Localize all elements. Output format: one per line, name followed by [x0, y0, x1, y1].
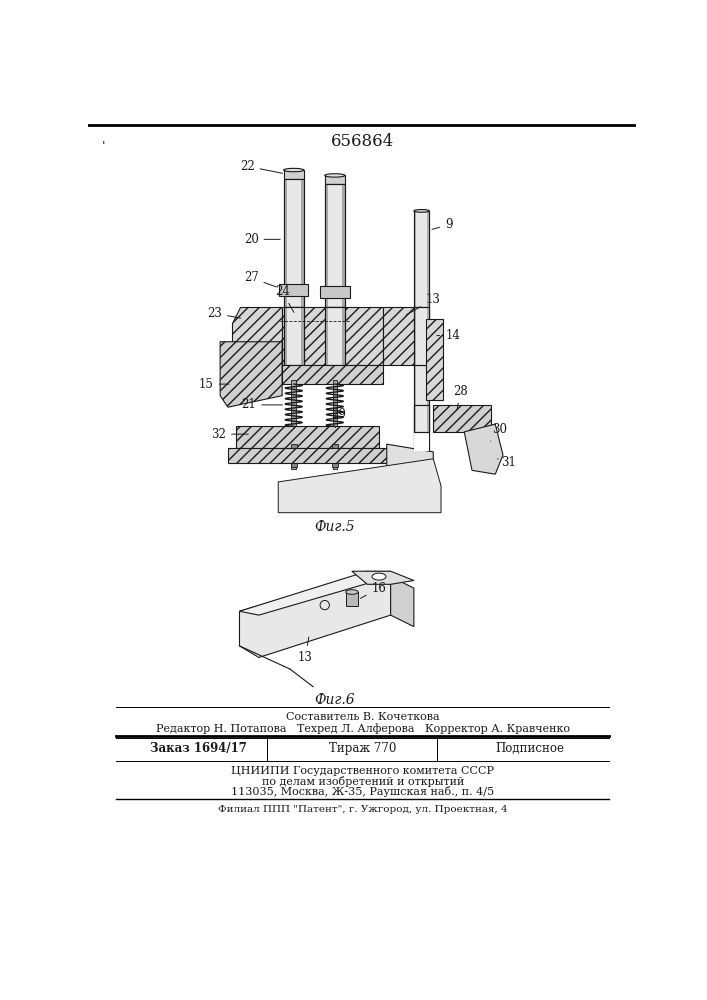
- Bar: [282, 365, 383, 384]
- Polygon shape: [232, 307, 282, 365]
- Bar: [320, 286, 349, 298]
- Bar: [284, 307, 304, 365]
- Polygon shape: [464, 424, 503, 474]
- Bar: [414, 211, 416, 497]
- Circle shape: [482, 442, 485, 445]
- Text: Редактор Н. Потапова   Техред Л. Алферова   Корректор А. Кравченко: Редактор Н. Потапова Техред Л. Алферова …: [156, 723, 570, 734]
- Bar: [414, 307, 416, 365]
- Bar: [414, 307, 429, 365]
- Bar: [414, 405, 416, 432]
- Text: 14: 14: [437, 329, 460, 342]
- Bar: [284, 307, 304, 365]
- Polygon shape: [391, 577, 414, 627]
- Text: по делам изобретений и открытий: по делам изобретений и открытий: [262, 776, 464, 787]
- Text: 113035, Москва, Ж-35, Раушская наб., п. 4/5: 113035, Москва, Ж-35, Раушская наб., п. …: [231, 786, 494, 797]
- Polygon shape: [240, 571, 391, 657]
- Polygon shape: [352, 571, 414, 584]
- Bar: [342, 307, 345, 365]
- Bar: [414, 405, 429, 432]
- Ellipse shape: [346, 590, 358, 594]
- Text: Фиг.6: Фиг.6: [315, 693, 355, 707]
- Text: 21: 21: [241, 398, 282, 411]
- Text: ': ': [102, 140, 105, 153]
- Ellipse shape: [414, 210, 429, 212]
- Text: ЦНИИПИ Государственного комитета СССР: ЦНИИПИ Государственного комитета СССР: [231, 766, 494, 776]
- Bar: [383, 307, 426, 365]
- Text: 27: 27: [244, 271, 276, 287]
- Bar: [427, 307, 429, 365]
- Bar: [414, 307, 429, 365]
- Bar: [427, 405, 429, 432]
- Text: 656864: 656864: [331, 133, 395, 150]
- Bar: [414, 307, 429, 365]
- Bar: [332, 380, 337, 469]
- Ellipse shape: [284, 168, 304, 172]
- Bar: [325, 307, 345, 365]
- Ellipse shape: [372, 573, 386, 580]
- Bar: [325, 175, 345, 184]
- Bar: [291, 444, 297, 467]
- Polygon shape: [279, 459, 441, 513]
- Polygon shape: [220, 342, 282, 407]
- Text: Подписное: Подписное: [496, 742, 565, 755]
- Bar: [284, 179, 304, 307]
- Bar: [325, 184, 345, 307]
- Text: 9: 9: [432, 218, 452, 231]
- Text: Фиг.5: Фиг.5: [315, 520, 355, 534]
- Text: Составитель В. Кочеткова: Составитель В. Кочеткова: [286, 712, 440, 722]
- Bar: [228, 448, 387, 463]
- Text: Филиал ППП "Патент", г. Ужгород, ул. Проектная, 4: Филиал ППП "Патент", г. Ужгород, ул. Про…: [218, 805, 508, 814]
- Bar: [414, 405, 429, 432]
- Bar: [325, 307, 345, 365]
- Bar: [325, 184, 328, 307]
- Bar: [325, 184, 345, 307]
- Text: 28: 28: [453, 385, 468, 410]
- Text: 22: 22: [240, 160, 283, 173]
- Text: Заказ 1694/17: Заказ 1694/17: [151, 742, 247, 755]
- Polygon shape: [240, 571, 391, 615]
- Text: 31: 31: [498, 456, 516, 469]
- Polygon shape: [387, 444, 433, 471]
- Text: 13: 13: [298, 637, 312, 664]
- Text: 30: 30: [491, 423, 507, 441]
- Bar: [427, 211, 429, 497]
- Bar: [332, 444, 338, 467]
- Polygon shape: [368, 571, 391, 577]
- Bar: [414, 211, 429, 497]
- Bar: [284, 307, 304, 365]
- Bar: [414, 211, 429, 497]
- Bar: [282, 307, 383, 365]
- Text: 29: 29: [332, 408, 346, 428]
- Text: 20: 20: [244, 233, 280, 246]
- Ellipse shape: [325, 174, 345, 177]
- Bar: [300, 179, 304, 307]
- Text: 13: 13: [407, 293, 440, 315]
- Text: 32: 32: [211, 428, 248, 441]
- Text: Тираж 770: Тираж 770: [329, 742, 397, 755]
- Bar: [235, 426, 379, 448]
- Bar: [284, 307, 287, 365]
- Bar: [342, 184, 345, 307]
- Bar: [433, 405, 491, 432]
- Text: 15: 15: [199, 378, 229, 391]
- Bar: [284, 179, 304, 307]
- Bar: [284, 170, 304, 179]
- Bar: [325, 307, 328, 365]
- Bar: [325, 307, 345, 365]
- Bar: [346, 592, 358, 606]
- Text: 24: 24: [275, 285, 294, 312]
- Bar: [300, 307, 304, 365]
- Bar: [279, 284, 308, 296]
- Bar: [284, 179, 287, 307]
- Bar: [414, 405, 429, 451]
- Bar: [426, 319, 443, 400]
- Bar: [291, 380, 296, 469]
- Text: 23: 23: [207, 307, 240, 320]
- Text: 16: 16: [361, 582, 387, 598]
